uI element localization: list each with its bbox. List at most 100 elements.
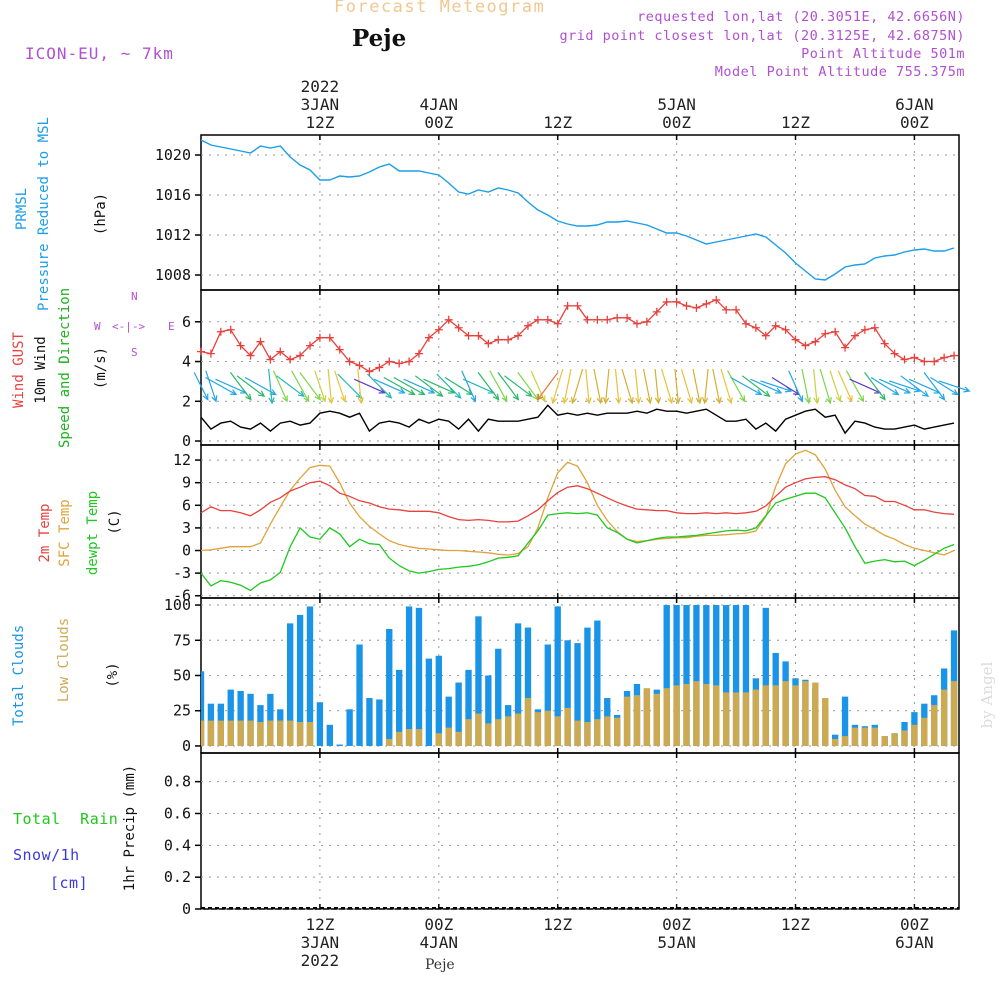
- y-tick-label: 1012: [155, 226, 191, 244]
- arrow-head: [297, 390, 305, 398]
- wind-direction-arrow: [642, 368, 653, 405]
- arrow-shaft: [367, 373, 392, 399]
- arrow-shaft: [517, 372, 539, 400]
- arrow-head: [268, 397, 275, 405]
- arrow-shaft: [845, 370, 864, 402]
- total-clouds-bar: [201, 671, 205, 746]
- y-tick-label: 0.4: [164, 836, 191, 854]
- y-tick-label: 0: [182, 542, 191, 560]
- gust-marker: [276, 347, 285, 356]
- low-clouds-bar: [812, 682, 819, 746]
- wind-direction-arrow: [193, 372, 209, 401]
- low-clouds-bar: [495, 719, 502, 746]
- low-clouds-bar: [891, 733, 898, 746]
- arrow-shaft: [923, 372, 945, 400]
- wind-direction-arrow: [879, 378, 912, 394]
- gust-marker: [315, 333, 324, 342]
- wind-direction-arrow: [938, 380, 971, 393]
- total-clouds-bar: [227, 689, 234, 746]
- low-clouds-bar: [693, 681, 700, 746]
- total-clouds-bar: [732, 605, 740, 746]
- arrow-shaft: [193, 372, 209, 400]
- wind-direction-arrow: [423, 378, 456, 394]
- low-clouds-bar: [217, 720, 224, 746]
- total-clouds-bar: [673, 605, 680, 746]
- gust-marker: [226, 325, 235, 334]
- gust-marker: [504, 335, 513, 344]
- time-label-bottom: 12Z: [305, 915, 334, 934]
- arrow-head: [879, 393, 886, 401]
- total-clouds-bar: [386, 629, 393, 746]
- total-clouds-bar: [405, 606, 413, 746]
- gust-marker: [395, 359, 404, 368]
- gust-marker: [494, 335, 503, 344]
- arrow-shaft: [268, 368, 273, 404]
- footer-location: Peje: [425, 957, 455, 973]
- wind-direction-arrow: [393, 376, 426, 396]
- gust-marker: [880, 339, 889, 348]
- gust-marker: [385, 357, 394, 366]
- wind-direction-arrow: [353, 378, 387, 394]
- gust-marker: [751, 323, 760, 332]
- total-clouds-bar: [475, 616, 482, 746]
- arrow-shaft: [537, 372, 559, 400]
- total-clouds-bar: [841, 696, 849, 746]
- total-clouds-bar: [544, 644, 551, 746]
- arrow-shaft: [403, 378, 435, 394]
- gust-marker: [811, 337, 820, 346]
- arrow-head: [702, 397, 709, 405]
- wind-direction-arrow: [357, 368, 364, 405]
- gust-marker: [583, 315, 592, 324]
- gust-marker: [454, 323, 463, 332]
- gust-marker: [206, 349, 215, 358]
- time-label-bottom: 00Z: [900, 915, 929, 934]
- arrow-shaft: [373, 378, 405, 394]
- total-clouds-bar: [237, 691, 244, 746]
- time-label-bottom: 00Z: [662, 915, 691, 934]
- arrow-shaft: [642, 368, 651, 404]
- time-label-top: 3JAN: [301, 95, 340, 114]
- time-label-top: 5JAN: [657, 95, 696, 114]
- arrow-shaft: [674, 368, 679, 404]
- dewpt-temp-line: [200, 492, 955, 592]
- wind-direction-arrow: [661, 368, 674, 405]
- arrow-head: [674, 397, 681, 405]
- low-clouds-bar: [485, 723, 492, 746]
- arrow-shaft: [720, 368, 732, 404]
- total-clouds-bar: [465, 669, 472, 746]
- arrow-shaft: [229, 372, 252, 400]
- snow-unit-label: [cm]: [50, 874, 89, 892]
- wind-direction-arrow: [727, 370, 746, 403]
- arrow-head: [408, 389, 416, 396]
- arrow-head: [303, 395, 310, 403]
- wind-direction-arrow: [845, 370, 865, 403]
- arrow-head: [715, 397, 722, 405]
- low-clouds-bar: [643, 688, 651, 746]
- low-clouds-bar: [247, 720, 254, 746]
- arrow-shaft: [760, 380, 792, 392]
- wind-direction-arrow: [314, 370, 327, 403]
- total-clouds-bar: [574, 643, 581, 746]
- arrow-shaft: [938, 380, 970, 392]
- model-point-altitude: Model Point Altitude 755.375m: [714, 64, 965, 80]
- wind-direction-arrow: [367, 373, 393, 399]
- gust-marker: [652, 307, 661, 316]
- arrow-shaft: [585, 368, 590, 404]
- y-tick-label: 25: [173, 702, 191, 720]
- low-clouds-bar: [514, 713, 522, 746]
- y-tick-label: 0: [182, 737, 191, 755]
- total-clouds-bar: [346, 709, 353, 746]
- arrow-shaft: [813, 368, 818, 404]
- wind-direction-arrow: [268, 368, 275, 405]
- arrow-shaft: [829, 370, 841, 402]
- arrow-head: [627, 396, 634, 405]
- wind-direction-arrow: [900, 375, 930, 398]
- total-clouds-bar: [594, 620, 601, 746]
- arrow-shaft: [889, 380, 920, 392]
- arrow-head: [596, 397, 603, 405]
- time-label-top: 12Z: [305, 113, 334, 132]
- arrow-shaft: [930, 376, 959, 396]
- y-tick-label: 2: [182, 392, 191, 410]
- low-clouds-bar: [663, 688, 670, 746]
- arrow-shaft: [563, 368, 572, 404]
